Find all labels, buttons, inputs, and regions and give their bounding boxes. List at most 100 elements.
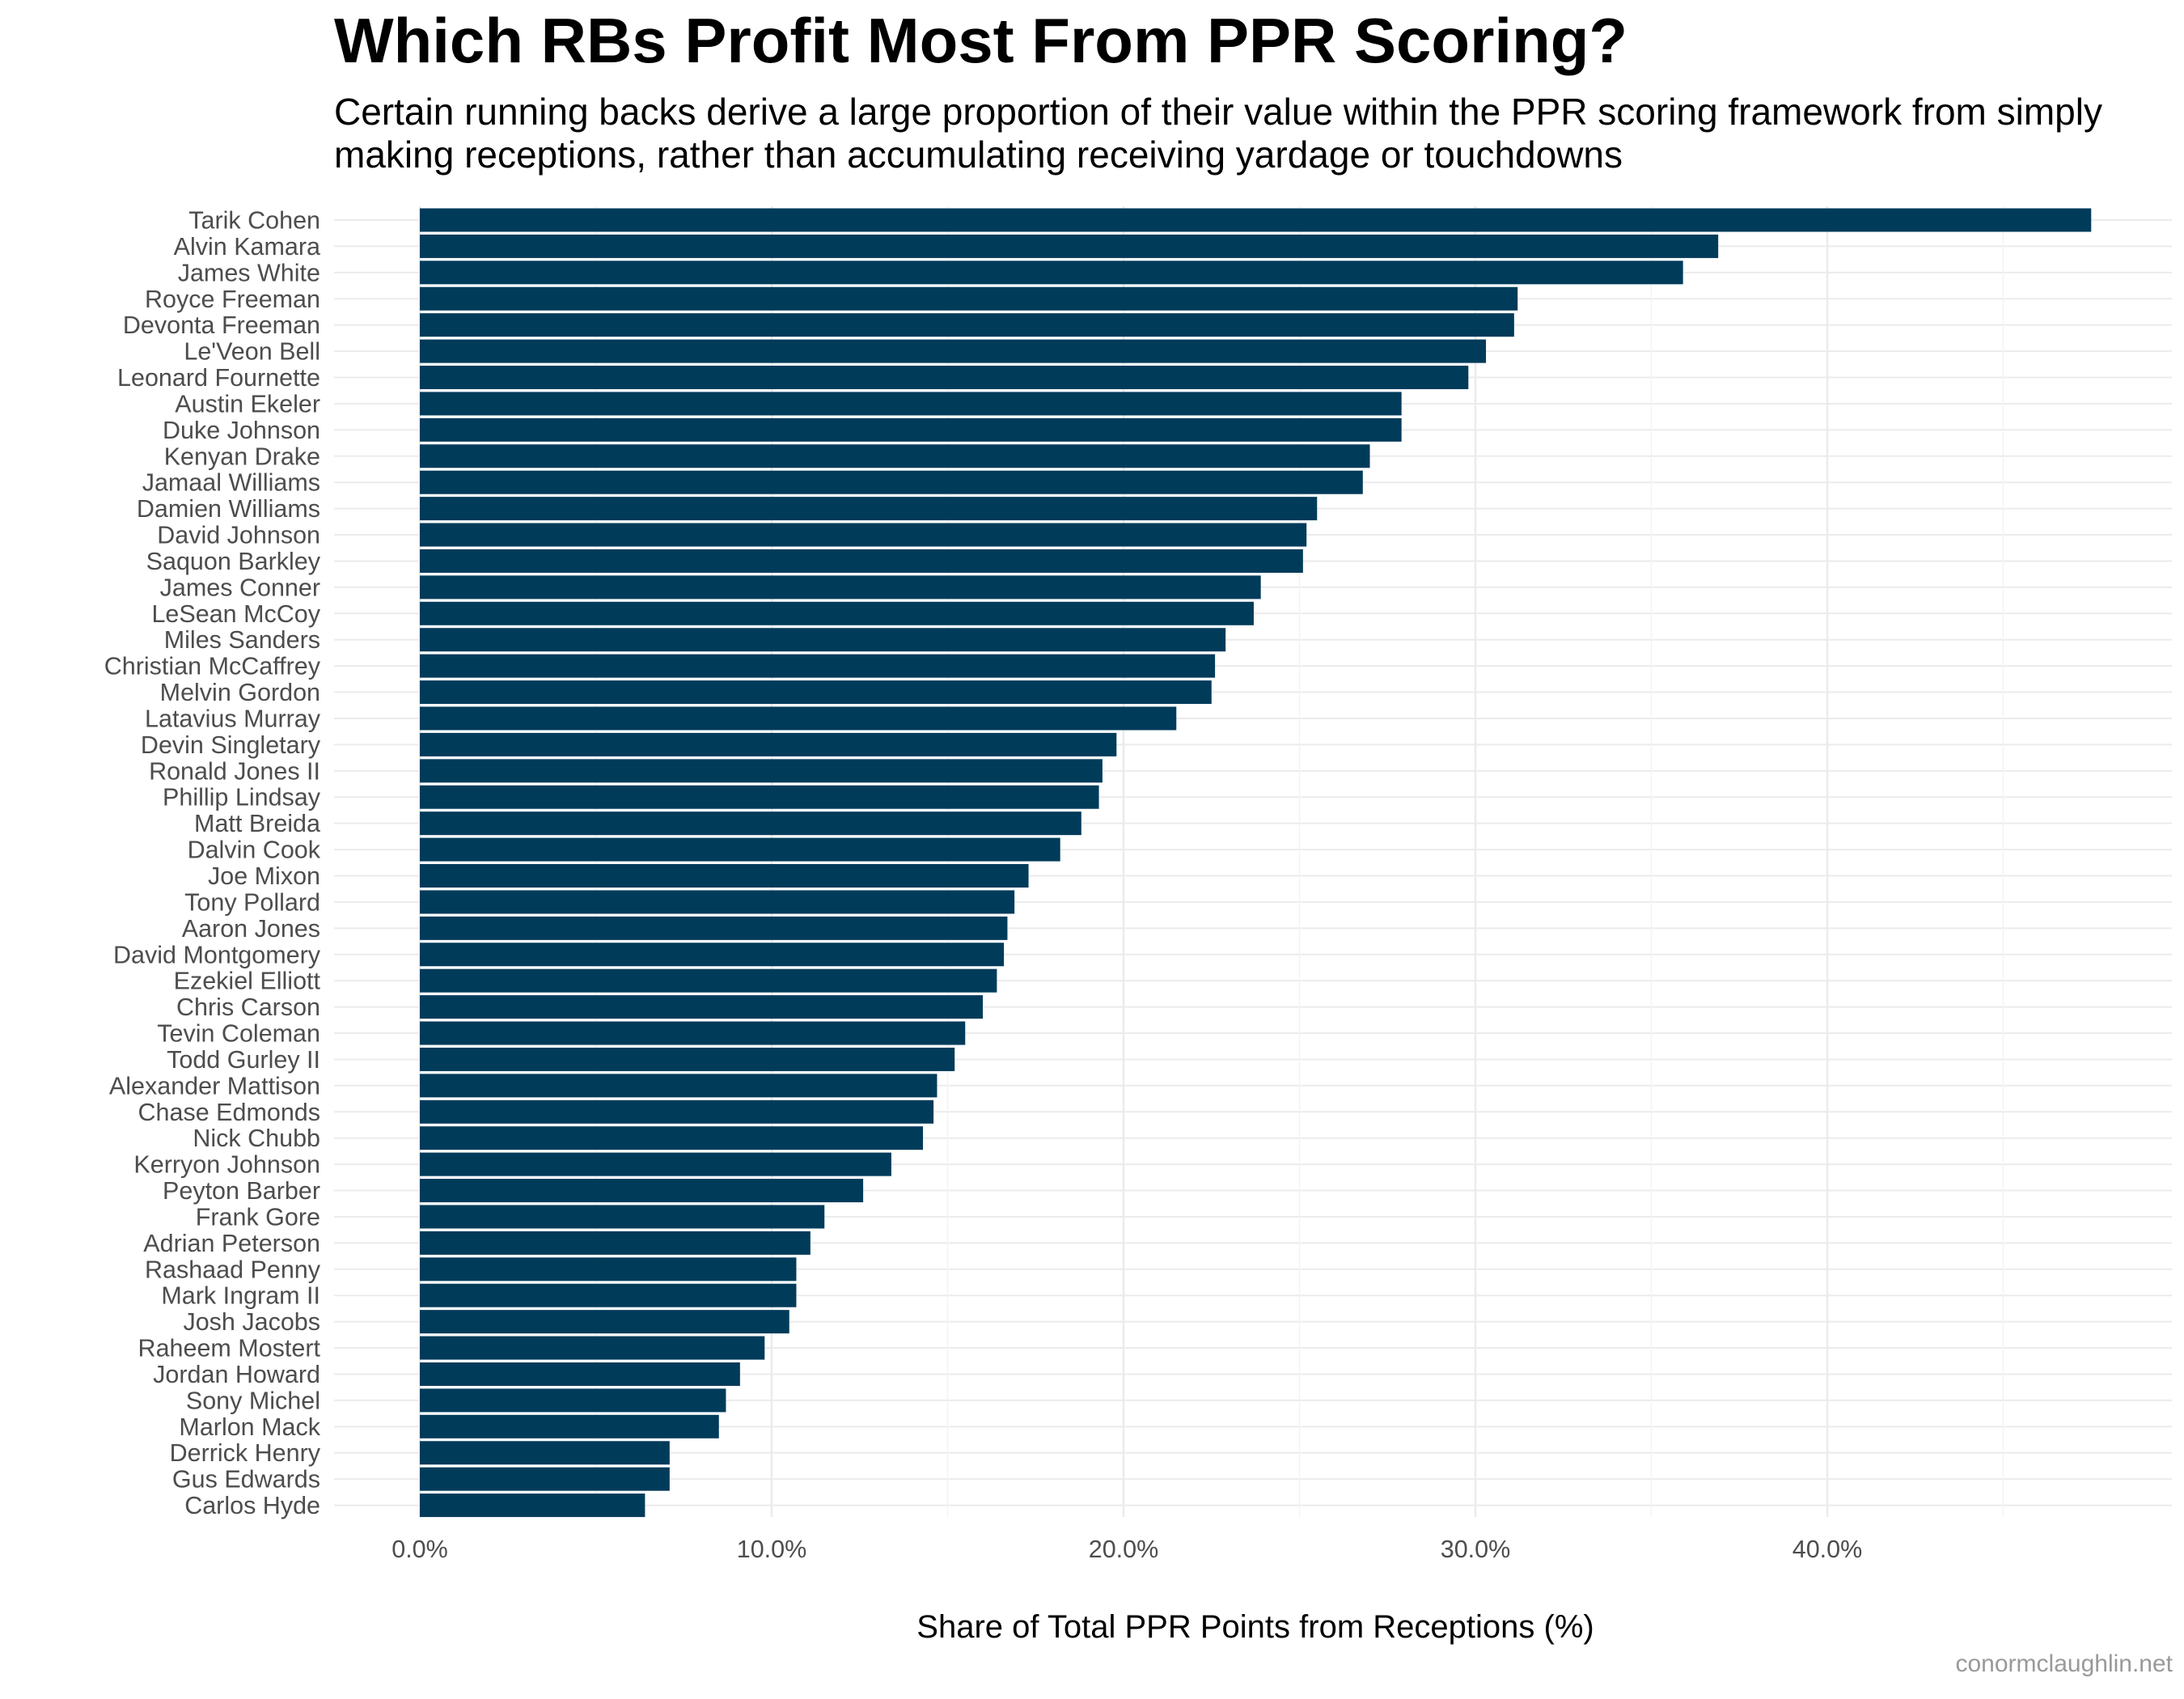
y-tick-label: Nick Chubb: [193, 1125, 320, 1152]
bar: [420, 1257, 797, 1282]
y-tick-label: Aaron Jones: [182, 915, 320, 943]
bar: [420, 1152, 891, 1176]
y-tick-label: Chase Edmonds: [138, 1099, 321, 1126]
bars: [420, 208, 2092, 1518]
y-tick-label: James White: [178, 259, 320, 286]
bar: [420, 1362, 740, 1386]
bar: [420, 916, 1008, 940]
y-tick-label: Mark Ingram II: [161, 1282, 320, 1310]
y-tick-label: Marlon Mack: [179, 1413, 320, 1441]
bar: [420, 1283, 797, 1307]
y-tick-label: Devonta Freeman: [123, 311, 320, 339]
bar: [420, 680, 1212, 705]
bar: [420, 366, 1469, 390]
y-tick-label: Dalvin Cook: [188, 837, 321, 864]
bar: [420, 732, 1117, 756]
bar: [420, 444, 1370, 468]
bar: [420, 392, 1402, 416]
bar: [420, 286, 1518, 311]
bar: [420, 995, 983, 1019]
bar: [420, 890, 1015, 914]
bar: [420, 1467, 670, 1491]
bar: [420, 261, 1683, 285]
y-tick-label: Phillip Lindsay: [163, 784, 321, 811]
bar: [420, 1388, 726, 1413]
y-tick-label: Devin Singletary: [141, 731, 321, 759]
y-tick-label: Tarik Cohen: [188, 207, 320, 235]
y-tick-label: Carlos Hyde: [184, 1492, 320, 1519]
y-tick-label: Peyton Barber: [163, 1177, 320, 1205]
bar: [420, 1441, 670, 1465]
y-tick-label: Latavius Murray: [145, 705, 321, 732]
bar: [420, 339, 1487, 363]
y-tick-label: Chris Carson: [176, 994, 320, 1021]
bar: [420, 313, 1514, 337]
bar: [420, 575, 1261, 600]
x-axis-ticks: 0.0% 10.0% 20.0% 30.0% 40.0%: [392, 1536, 1862, 1563]
bar: [420, 1336, 765, 1360]
bar: [420, 628, 1226, 652]
y-tick-label: LeSean McCoy: [151, 600, 320, 628]
bar: [420, 1231, 811, 1255]
bar: [420, 601, 1254, 625]
bar: [420, 549, 1303, 573]
y-tick-label: Kenyan Drake: [164, 443, 320, 470]
y-tick-label: Rashaad Penny: [145, 1256, 321, 1283]
x-tick-label: 30.0%: [1441, 1536, 1510, 1563]
y-tick-label: Austin Ekeler: [175, 390, 320, 417]
bar: [420, 1414, 719, 1438]
bar: [420, 1205, 825, 1229]
chart-subtitle: Certain running backs derive a large pro…: [334, 91, 2102, 176]
y-tick-label: Gus Edwards: [172, 1466, 320, 1494]
y-tick-label: Le'Veon Bell: [184, 338, 320, 366]
y-tick-label: Royce Freeman: [145, 286, 320, 313]
bar: [420, 706, 1177, 731]
y-tick-label: Jamaal Williams: [142, 469, 320, 497]
y-tick-label: Derrick Henry: [170, 1439, 321, 1467]
y-tick-label: David Montgomery: [113, 941, 321, 968]
y-tick-label: Tony Pollard: [184, 888, 320, 916]
x-tick-label: 40.0%: [1792, 1536, 1862, 1563]
x-tick-label: 10.0%: [737, 1536, 806, 1563]
y-tick-label: Todd Gurley II: [167, 1046, 320, 1074]
y-tick-label: Leonard Fournette: [117, 364, 320, 392]
bar: [420, 654, 1216, 678]
y-tick-label: Raheem Mostert: [138, 1335, 321, 1362]
y-tick-label: Damien Williams: [137, 495, 320, 523]
bar: [420, 234, 1719, 258]
y-tick-label: Josh Jacobs: [183, 1308, 320, 1336]
y-tick-label: Kerryon Johnson: [133, 1151, 320, 1179]
bar: [420, 968, 997, 993]
y-tick-label: Matt Breida: [194, 810, 320, 837]
y-tick-label: Melvin Gordon: [160, 679, 320, 706]
y-tick-label: Ezekiel Elliott: [174, 968, 321, 995]
bar: [420, 1074, 938, 1098]
bar: [420, 943, 1005, 967]
y-tick-label: Joe Mixon: [208, 862, 320, 890]
y-tick-label: Frank Gore: [196, 1203, 320, 1231]
bar: [420, 1126, 924, 1150]
y-tick-label: Alexander Mattison: [109, 1072, 320, 1099]
bar: [420, 1310, 789, 1334]
bar: [420, 1179, 864, 1203]
bar: [420, 497, 1318, 521]
y-tick-label: Sony Michel: [186, 1387, 320, 1414]
y-tick-label: Duke Johnson: [163, 417, 320, 444]
bar: [420, 523, 1307, 547]
chart-caption: conormclaughlin.net: [1955, 1650, 2173, 1677]
bar: [420, 1494, 645, 1518]
y-tick-label: Saquon Barkley: [146, 548, 321, 575]
bar: [420, 1047, 955, 1071]
y-tick-label: James Conner: [160, 574, 320, 601]
bar: [420, 470, 1363, 494]
bar: [420, 208, 2092, 232]
y-tick-label: Jordan Howard: [153, 1361, 320, 1388]
y-tick-label: Miles Sanders: [164, 626, 320, 654]
y-tick-label: Tevin Coleman: [157, 1020, 320, 1048]
bar: [420, 417, 1402, 442]
bar: [420, 864, 1029, 888]
bar: [420, 759, 1103, 783]
y-tick-label: Christian McCaffrey: [104, 653, 321, 680]
